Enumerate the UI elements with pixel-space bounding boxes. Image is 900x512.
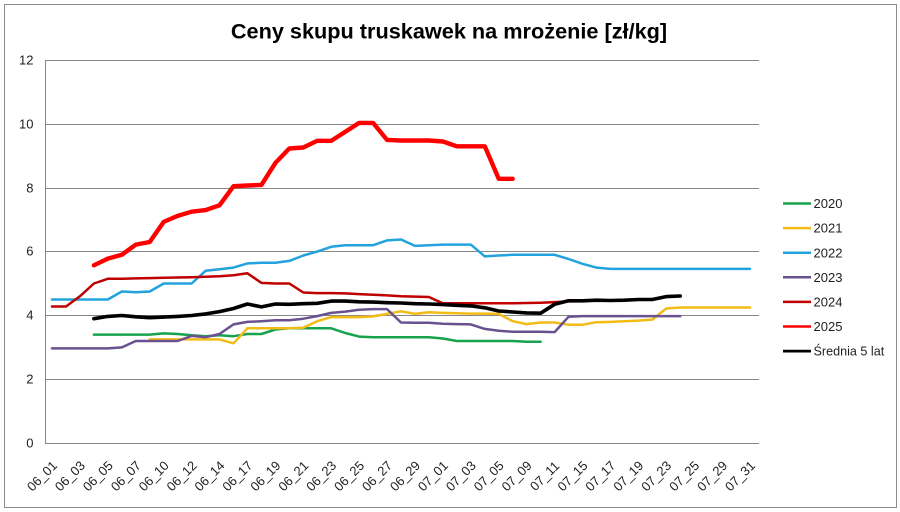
svg-text:10: 10 xyxy=(19,117,33,132)
svg-text:Średnia 5 lat: Średnia 5 lat xyxy=(814,344,885,359)
svg-text:2024: 2024 xyxy=(814,295,843,310)
svg-text:2025: 2025 xyxy=(814,319,843,334)
svg-text:Ceny skupu truskawek na mrożen: Ceny skupu truskawek na mrożenie [zł/kg] xyxy=(231,19,667,44)
svg-text:2022: 2022 xyxy=(814,245,843,260)
svg-text:2023: 2023 xyxy=(814,270,843,285)
svg-text:8: 8 xyxy=(26,181,33,196)
svg-text:2021: 2021 xyxy=(814,221,843,236)
svg-text:12: 12 xyxy=(19,53,33,68)
svg-text:6: 6 xyxy=(26,244,33,259)
svg-text:0: 0 xyxy=(26,436,33,451)
svg-text:4: 4 xyxy=(26,308,33,323)
svg-text:2: 2 xyxy=(26,372,33,387)
svg-text:2020: 2020 xyxy=(814,196,843,211)
